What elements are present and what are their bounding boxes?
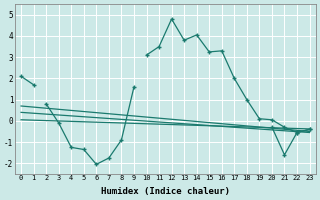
X-axis label: Humidex (Indice chaleur): Humidex (Indice chaleur): [101, 187, 230, 196]
